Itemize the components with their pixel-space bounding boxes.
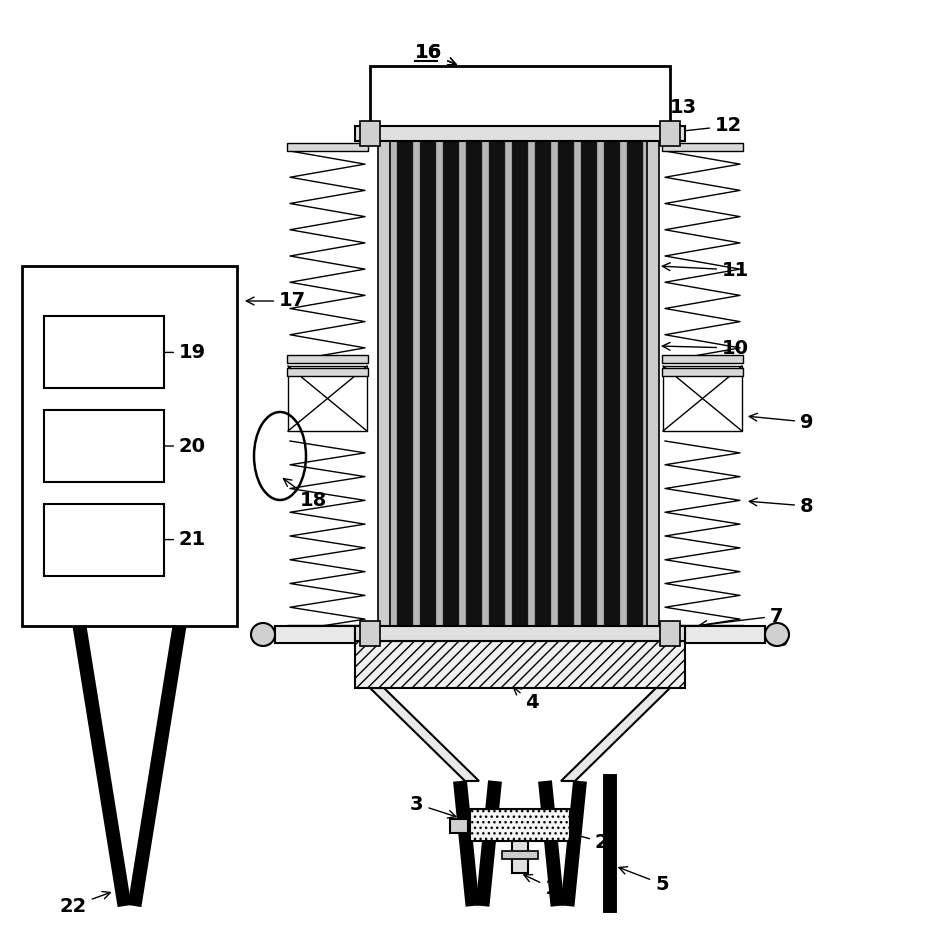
Text: 1: 1 — [524, 875, 559, 898]
Text: 3: 3 — [410, 795, 456, 818]
Text: 10: 10 — [662, 339, 749, 358]
Text: 13: 13 — [607, 98, 697, 124]
Text: 16: 16 — [415, 44, 456, 65]
Bar — [535, 126, 551, 631]
Bar — [44, 316, 164, 389]
Bar — [660, 121, 680, 146]
Bar — [378, 126, 390, 631]
Bar — [287, 355, 368, 363]
Bar — [397, 126, 413, 631]
Bar — [489, 126, 505, 631]
Ellipse shape — [251, 623, 275, 646]
Bar — [512, 126, 528, 631]
Bar — [685, 626, 765, 643]
Bar — [287, 368, 368, 376]
Bar — [647, 126, 659, 631]
Bar — [355, 626, 685, 641]
Text: 21: 21 — [96, 530, 206, 549]
Ellipse shape — [765, 623, 789, 646]
Bar — [355, 126, 685, 141]
Bar — [470, 809, 570, 841]
Text: 5: 5 — [619, 867, 668, 894]
Bar — [360, 621, 380, 646]
Text: 11: 11 — [662, 260, 749, 279]
Bar — [662, 143, 743, 151]
Bar — [22, 266, 237, 626]
Text: 19: 19 — [96, 342, 206, 362]
Bar — [390, 126, 650, 631]
Text: 18: 18 — [284, 479, 327, 511]
Text: 16: 16 — [415, 44, 456, 65]
Bar — [288, 366, 367, 431]
Bar — [287, 625, 368, 633]
Bar — [502, 851, 538, 859]
Bar — [662, 625, 743, 633]
Polygon shape — [370, 688, 479, 781]
Bar — [360, 121, 380, 146]
Text: 17: 17 — [247, 291, 306, 310]
Bar — [450, 819, 468, 833]
Text: 15: 15 — [492, 81, 527, 106]
Text: 14: 14 — [550, 89, 594, 114]
Bar — [466, 126, 482, 631]
Bar — [355, 641, 685, 688]
Bar — [420, 126, 436, 631]
Bar — [44, 410, 164, 482]
Bar — [627, 126, 643, 631]
Bar — [662, 355, 743, 363]
Bar — [44, 503, 164, 575]
Bar — [275, 626, 355, 643]
Text: 4: 4 — [514, 687, 539, 712]
Bar — [662, 368, 743, 376]
Text: 12: 12 — [659, 116, 743, 136]
Text: 22: 22 — [59, 891, 110, 916]
Text: 7: 7 — [699, 606, 783, 628]
Text: 6: 6 — [740, 632, 789, 651]
Bar — [663, 366, 742, 431]
Bar — [287, 143, 368, 151]
Text: 2: 2 — [554, 828, 609, 851]
Bar — [581, 126, 597, 631]
Text: 8: 8 — [749, 497, 814, 516]
Bar — [443, 126, 459, 631]
Bar — [660, 621, 680, 646]
Bar — [604, 126, 620, 631]
Text: 9: 9 — [749, 412, 814, 431]
Bar — [370, 66, 670, 126]
Polygon shape — [561, 688, 670, 781]
Bar — [558, 126, 574, 631]
Text: 20: 20 — [96, 436, 206, 456]
Bar — [512, 841, 528, 873]
